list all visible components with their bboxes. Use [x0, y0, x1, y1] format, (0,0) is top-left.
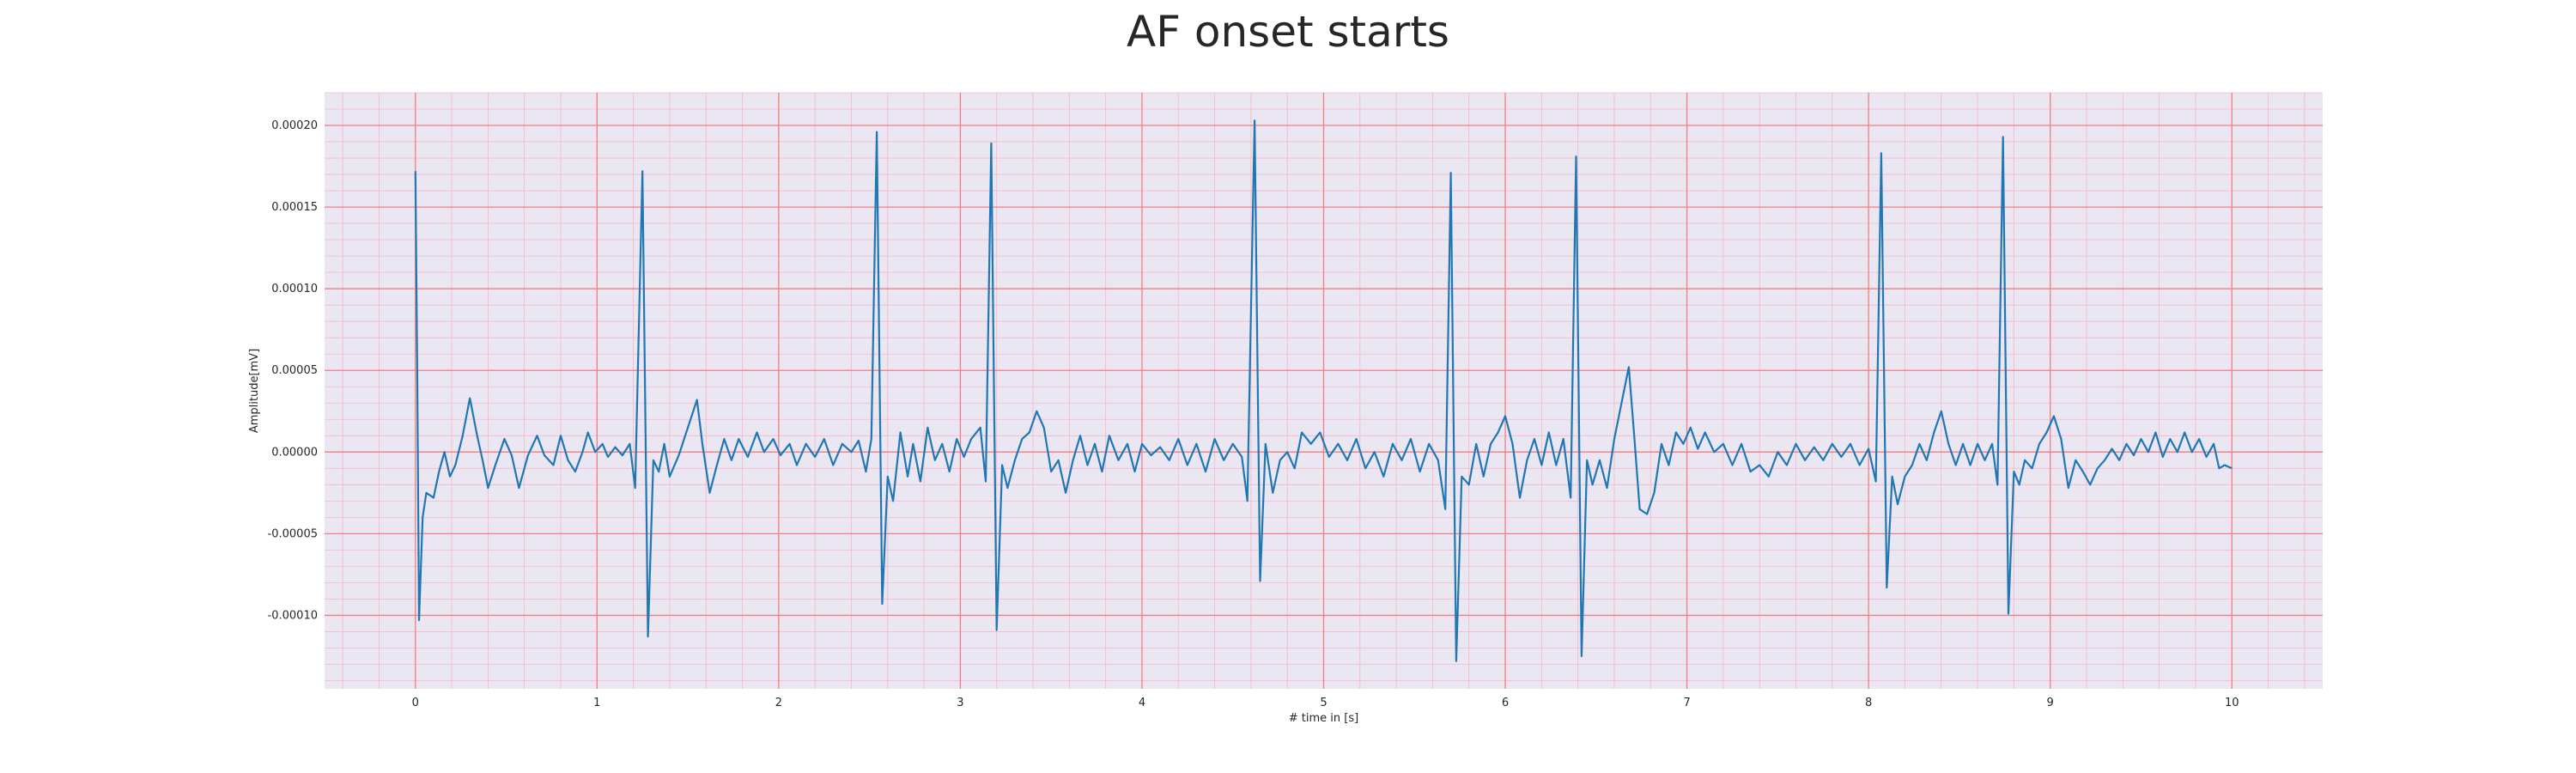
y-tick-label: -0.00005 [268, 527, 318, 540]
y-tick-label: -0.00010 [268, 609, 318, 622]
y-axis-label: Amplitude[mV] [248, 349, 261, 433]
x-tick-label: 10 [2225, 697, 2239, 709]
tick-labels: 0 1 2 3 4 5 6 7 8 9 10 -0.00010 -0.00005 0.00000 0.000… [268, 119, 2239, 709]
y-tick-label: 0.00005 [271, 364, 318, 377]
y-tick-label: 0.00000 [271, 446, 318, 459]
x-tick-label: 5 [1320, 697, 1327, 709]
x-tick-label: 7 [1683, 697, 1690, 709]
x-tick-label: 1 [593, 697, 600, 709]
y-tick-label: 0.00015 [271, 201, 318, 214]
x-axis-label: # time in [s] [1289, 712, 1358, 725]
x-tick-label: 0 [412, 697, 419, 709]
x-tick-label: 8 [1865, 697, 1872, 709]
x-tick-label: 6 [1502, 697, 1509, 709]
x-tick-label: 9 [2047, 697, 2054, 709]
chart-title: AF onset starts [1127, 7, 1449, 57]
x-tick-label: 2 [775, 697, 782, 709]
major-grid [325, 93, 2323, 689]
x-tick-label: 3 [957, 697, 963, 709]
ecg-signal-line [414, 119, 2233, 662]
y-tick-label: 0.00020 [271, 119, 318, 132]
y-tick-label: 0.00010 [271, 283, 318, 295]
x-tick-label: 4 [1139, 697, 1145, 709]
